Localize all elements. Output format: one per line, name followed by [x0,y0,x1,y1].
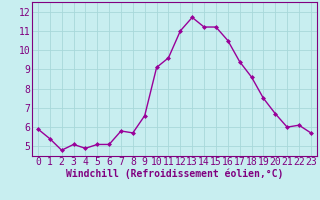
X-axis label: Windchill (Refroidissement éolien,°C): Windchill (Refroidissement éolien,°C) [66,169,283,179]
